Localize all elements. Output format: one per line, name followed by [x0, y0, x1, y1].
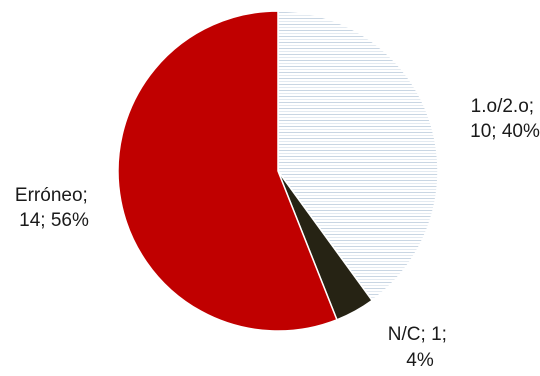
slice-label-1o2o: 1.o/2.o; 10; 40% — [470, 96, 540, 142]
pie-slices — [117, 10, 439, 332]
slice-label-nc: N/C; 1; 4% — [388, 324, 452, 371]
pie-labels: 1.o/2.o; 10; 40% N/C; 1; 4% Erróneo; 14;… — [15, 96, 540, 371]
pie-slice-erroneo — [117, 10, 338, 332]
pie-slice-1o2o — [277, 10, 439, 302]
slice-label-erroneo: Erróneo; 14; 56% — [15, 185, 93, 231]
